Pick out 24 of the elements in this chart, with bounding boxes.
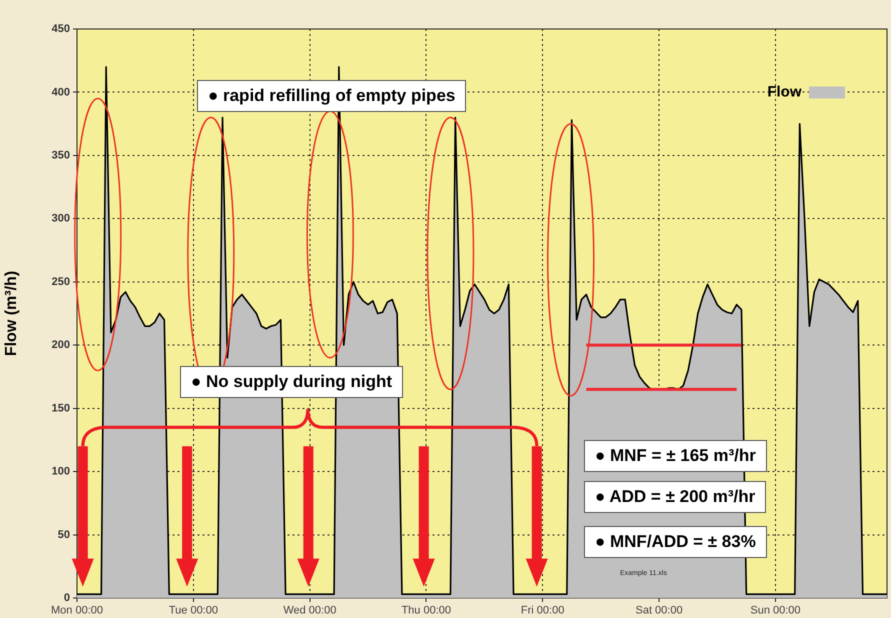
- y-tick-label: 0: [64, 592, 70, 604]
- y-tick-label: 200: [52, 339, 70, 352]
- x-tick-label: Sat 00:00: [635, 604, 683, 617]
- y-tick-label: 50: [58, 528, 70, 541]
- y-tick-label: 450: [52, 23, 70, 36]
- annotation: ● ADD = ± 200 m³/hr: [584, 481, 766, 513]
- y-tick-label: 300: [52, 212, 70, 225]
- y-tick-label: 350: [52, 149, 70, 162]
- x-tick-label: Fri 00:00: [520, 604, 564, 617]
- y-tick-label: 150: [52, 402, 70, 414]
- y-tick-label: 250: [52, 276, 70, 288]
- legend-label: Flow: [767, 84, 802, 101]
- y-axis-title: Flow (m³/h): [3, 270, 20, 356]
- x-tick-label: Sun 00:00: [750, 604, 801, 617]
- x-tick-label: Wed 00:00: [283, 604, 336, 617]
- x-tick-label: Thu 00:00: [401, 604, 451, 617]
- annotation: ● No supply during night: [180, 366, 404, 398]
- y-tick-label: 400: [52, 86, 70, 98]
- annotation: ● MNF/ADD = ± 83%: [584, 526, 767, 558]
- x-tick-label: Tue 00:00: [168, 604, 218, 617]
- x-tick-label: Mon 00:00: [51, 604, 103, 617]
- y-tick-label: 100: [52, 466, 70, 478]
- annotation: ● rapid refilling of empty pipes: [197, 80, 466, 112]
- annotation: ● MNF = ± 165 m³/hr: [584, 440, 767, 472]
